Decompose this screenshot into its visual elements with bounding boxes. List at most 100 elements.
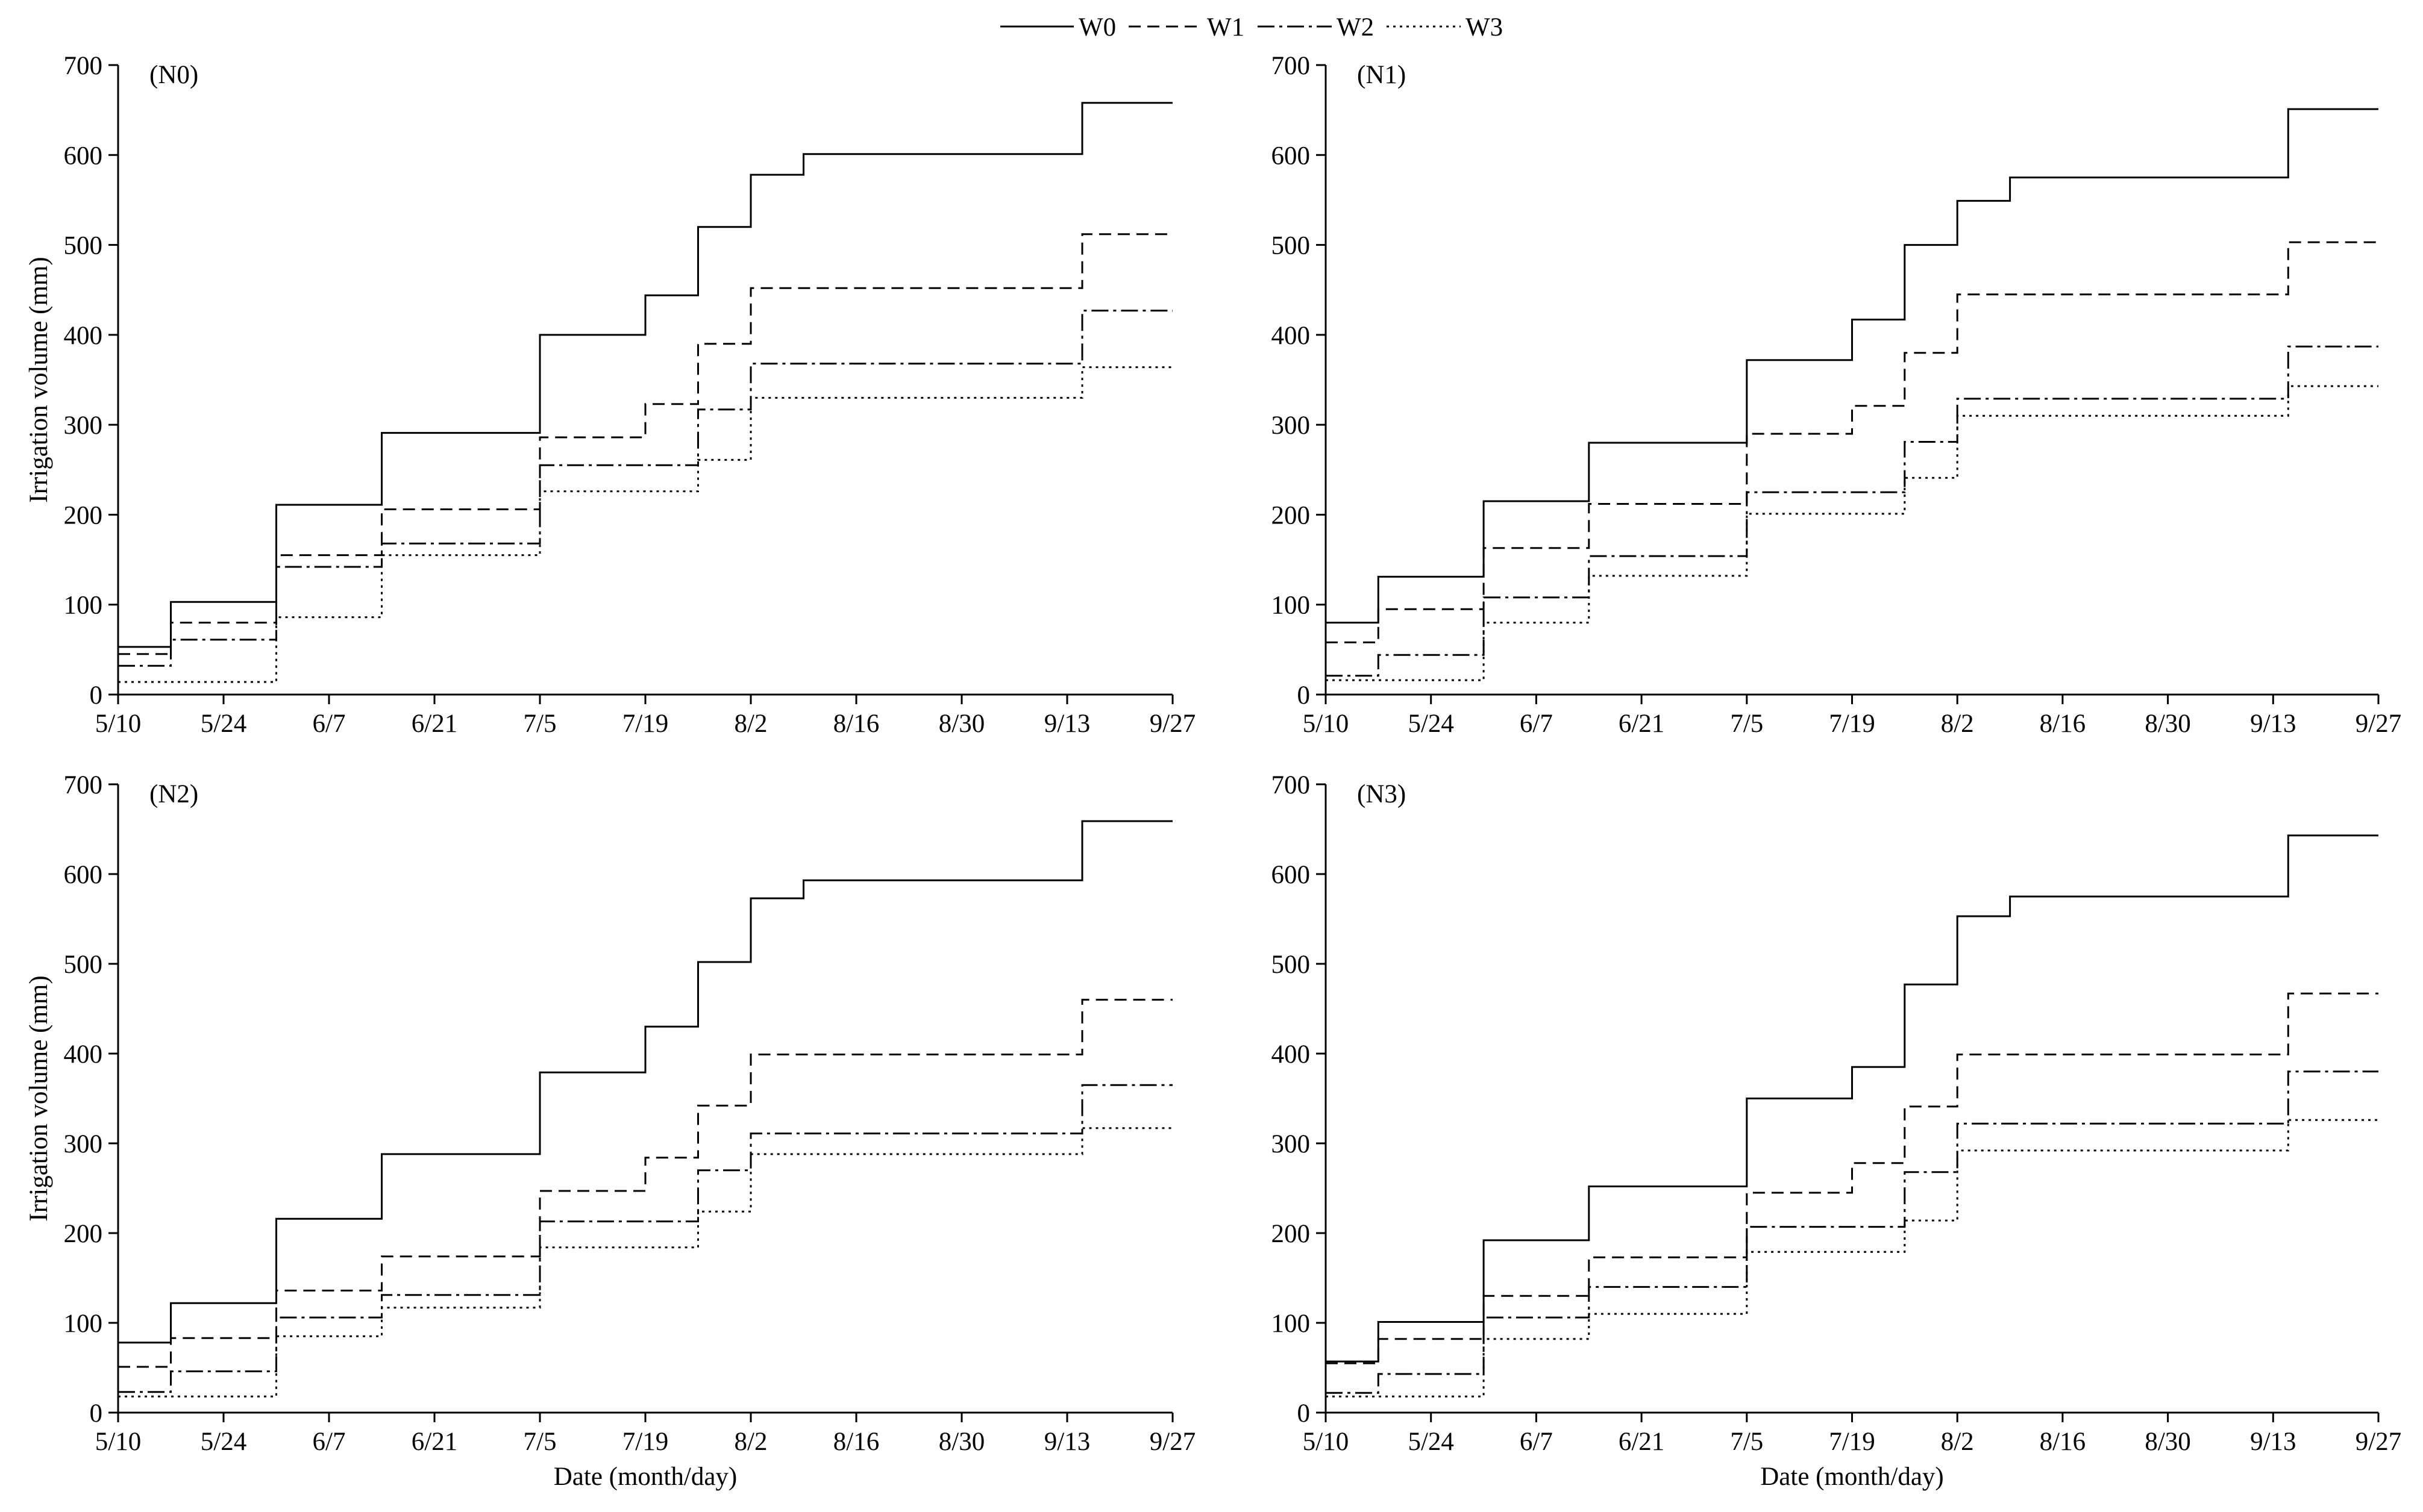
x-tick-label: 7/19 — [1829, 1428, 1875, 1456]
panel-3: 0 100 200 300 400 500 600 700 5/10 5/24 6/7 6/21 7/5… — [25, 771, 1196, 1491]
y-tick-label: 400 — [64, 322, 103, 350]
y-tick-label: 500 — [1271, 232, 1311, 260]
x-tick-label: 5/24 — [1408, 710, 1453, 738]
y-tick-label: 500 — [64, 951, 103, 979]
x-tick-label: 7/5 — [1730, 710, 1763, 738]
y-tick-label: 400 — [1271, 322, 1311, 350]
series-w1 — [1326, 992, 2378, 1364]
series-w1 — [1326, 241, 2378, 643]
y-tick-label: 0 — [1297, 1399, 1311, 1428]
legend-label-w1: W1 — [1207, 13, 1244, 42]
x-tick-label: 6/21 — [1619, 1428, 1664, 1456]
x-tick-label: 7/5 — [524, 710, 557, 738]
series-w0 — [118, 820, 1173, 1344]
x-tick-label: 5/24 — [201, 1428, 246, 1456]
x-tick-label: 6/21 — [1619, 710, 1664, 738]
y-tick-label: 400 — [64, 1040, 103, 1069]
y-tick-label: 200 — [1271, 501, 1311, 530]
x-tick-label: 8/16 — [2040, 710, 2086, 738]
y-tick-label: 700 — [64, 52, 103, 80]
y-tick-label: 100 — [1271, 1310, 1311, 1338]
x-tick-label: 6/7 — [313, 1428, 346, 1456]
series-w2 — [1326, 345, 2378, 677]
legend: W0 W1 W2 W3 — [1000, 13, 1503, 42]
series-w3 — [1326, 1119, 2378, 1398]
x-tick-label: 5/24 — [201, 710, 246, 738]
series-w3 — [118, 1127, 1173, 1398]
legend-label-w3: W3 — [1465, 13, 1503, 42]
x-tick-label: 5/10 — [1303, 710, 1349, 738]
x-tick-label: 7/19 — [622, 1428, 668, 1456]
x-tick-label: 8/2 — [735, 710, 768, 738]
y-tick-label: 500 — [1271, 951, 1311, 979]
x-tick-label: 6/7 — [1520, 1428, 1553, 1456]
x-tick-label: 8/2 — [1941, 710, 1974, 738]
x-tick-label: 8/16 — [833, 1428, 879, 1456]
y-tick-label: 0 — [1297, 681, 1311, 710]
y-tick-label: 600 — [1271, 142, 1311, 170]
x-axis-label: Date (month/day) — [1760, 1463, 1944, 1491]
x-tick-label: 8/2 — [735, 1428, 768, 1456]
y-tick-label: 100 — [64, 1310, 103, 1338]
x-tick-label: 9/13 — [2250, 1428, 2296, 1456]
x-tick-label: 9/27 — [2356, 710, 2401, 738]
x-tick-label: 8/30 — [939, 1428, 985, 1456]
panel-title: (N3) — [1357, 780, 1406, 808]
series-w0 — [1326, 108, 2378, 624]
y-tick-label: 700 — [64, 771, 103, 799]
x-tick-label: 9/13 — [1044, 710, 1090, 738]
x-tick-label: 8/16 — [2040, 1428, 2086, 1456]
series-w0 — [1326, 834, 2378, 1363]
y-tick-label: 600 — [64, 861, 103, 889]
panel-title: (N0) — [149, 61, 198, 89]
y-tick-label: 500 — [64, 232, 103, 260]
legend-label-w2: W2 — [1337, 13, 1374, 42]
y-tick-label: 300 — [64, 1130, 103, 1158]
x-tick-label: 7/5 — [1730, 1428, 1763, 1456]
panel-1: 0 100 200 300 400 500 600 700 5/10 5/24 6/7 6/21 7/5… — [25, 52, 1196, 738]
x-tick-label: 5/10 — [1303, 1428, 1349, 1456]
y-tick-label: 600 — [1271, 861, 1311, 889]
y-tick-label: 200 — [64, 1220, 103, 1248]
y-tick-label: 300 — [1271, 1130, 1311, 1158]
y-tick-label: 200 — [64, 501, 103, 530]
x-tick-label: 9/27 — [1150, 710, 1196, 738]
y-tick-label: 300 — [1271, 411, 1311, 440]
x-axis-label: Date (month/day) — [554, 1463, 738, 1491]
x-tick-label: 6/21 — [412, 710, 457, 738]
x-tick-label: 9/13 — [2250, 710, 2296, 738]
y-tick-label: 0 — [90, 681, 103, 710]
panel-4: 0 100 200 300 400 500 600 700 5/10 5/24 6/7 6/21 7/5… — [1271, 771, 2402, 1491]
x-tick-label: 7/19 — [622, 710, 668, 738]
y-axis-label: Irrigation volume (mm) — [25, 975, 53, 1221]
y-axis-label: Irrigation volume (mm) — [25, 257, 53, 502]
series-w3 — [118, 366, 1173, 683]
x-tick-label: 5/10 — [95, 710, 141, 738]
y-tick-label: 700 — [1271, 52, 1311, 80]
x-tick-label: 9/27 — [1150, 1428, 1196, 1456]
x-tick-label: 8/2 — [1941, 1428, 1974, 1456]
x-tick-label: 9/13 — [1044, 1428, 1090, 1456]
y-tick-label: 400 — [1271, 1040, 1311, 1069]
legend-label-w0: W0 — [1079, 13, 1116, 42]
y-tick-label: 200 — [1271, 1220, 1311, 1248]
panel-2: 0 100 200 300 400 500 600 700 5/10 5/24 6/7 6/21 7/5… — [1271, 52, 2402, 738]
x-tick-label: 8/30 — [2145, 1428, 2190, 1456]
panel-title: (N1) — [1357, 61, 1406, 89]
x-tick-label: 8/30 — [939, 710, 985, 738]
series-w2 — [118, 310, 1173, 667]
y-tick-label: 100 — [1271, 592, 1311, 620]
x-tick-label: 6/21 — [412, 1428, 457, 1456]
x-tick-label: 7/19 — [1829, 710, 1875, 738]
y-tick-label: 100 — [64, 592, 103, 620]
y-tick-label: 0 — [90, 1399, 103, 1428]
x-tick-label: 5/10 — [95, 1428, 141, 1456]
series-w3 — [1326, 385, 2378, 681]
series-w2 — [1326, 1070, 2378, 1394]
x-tick-label: 8/30 — [2145, 710, 2190, 738]
panels: 0 100 200 300 400 500 600 700 5/10 5/24 6/7 6/21 7/5… — [25, 52, 2401, 1491]
y-tick-label: 600 — [64, 142, 103, 170]
series-w2 — [118, 1084, 1173, 1393]
x-tick-label: 6/7 — [1520, 710, 1553, 738]
